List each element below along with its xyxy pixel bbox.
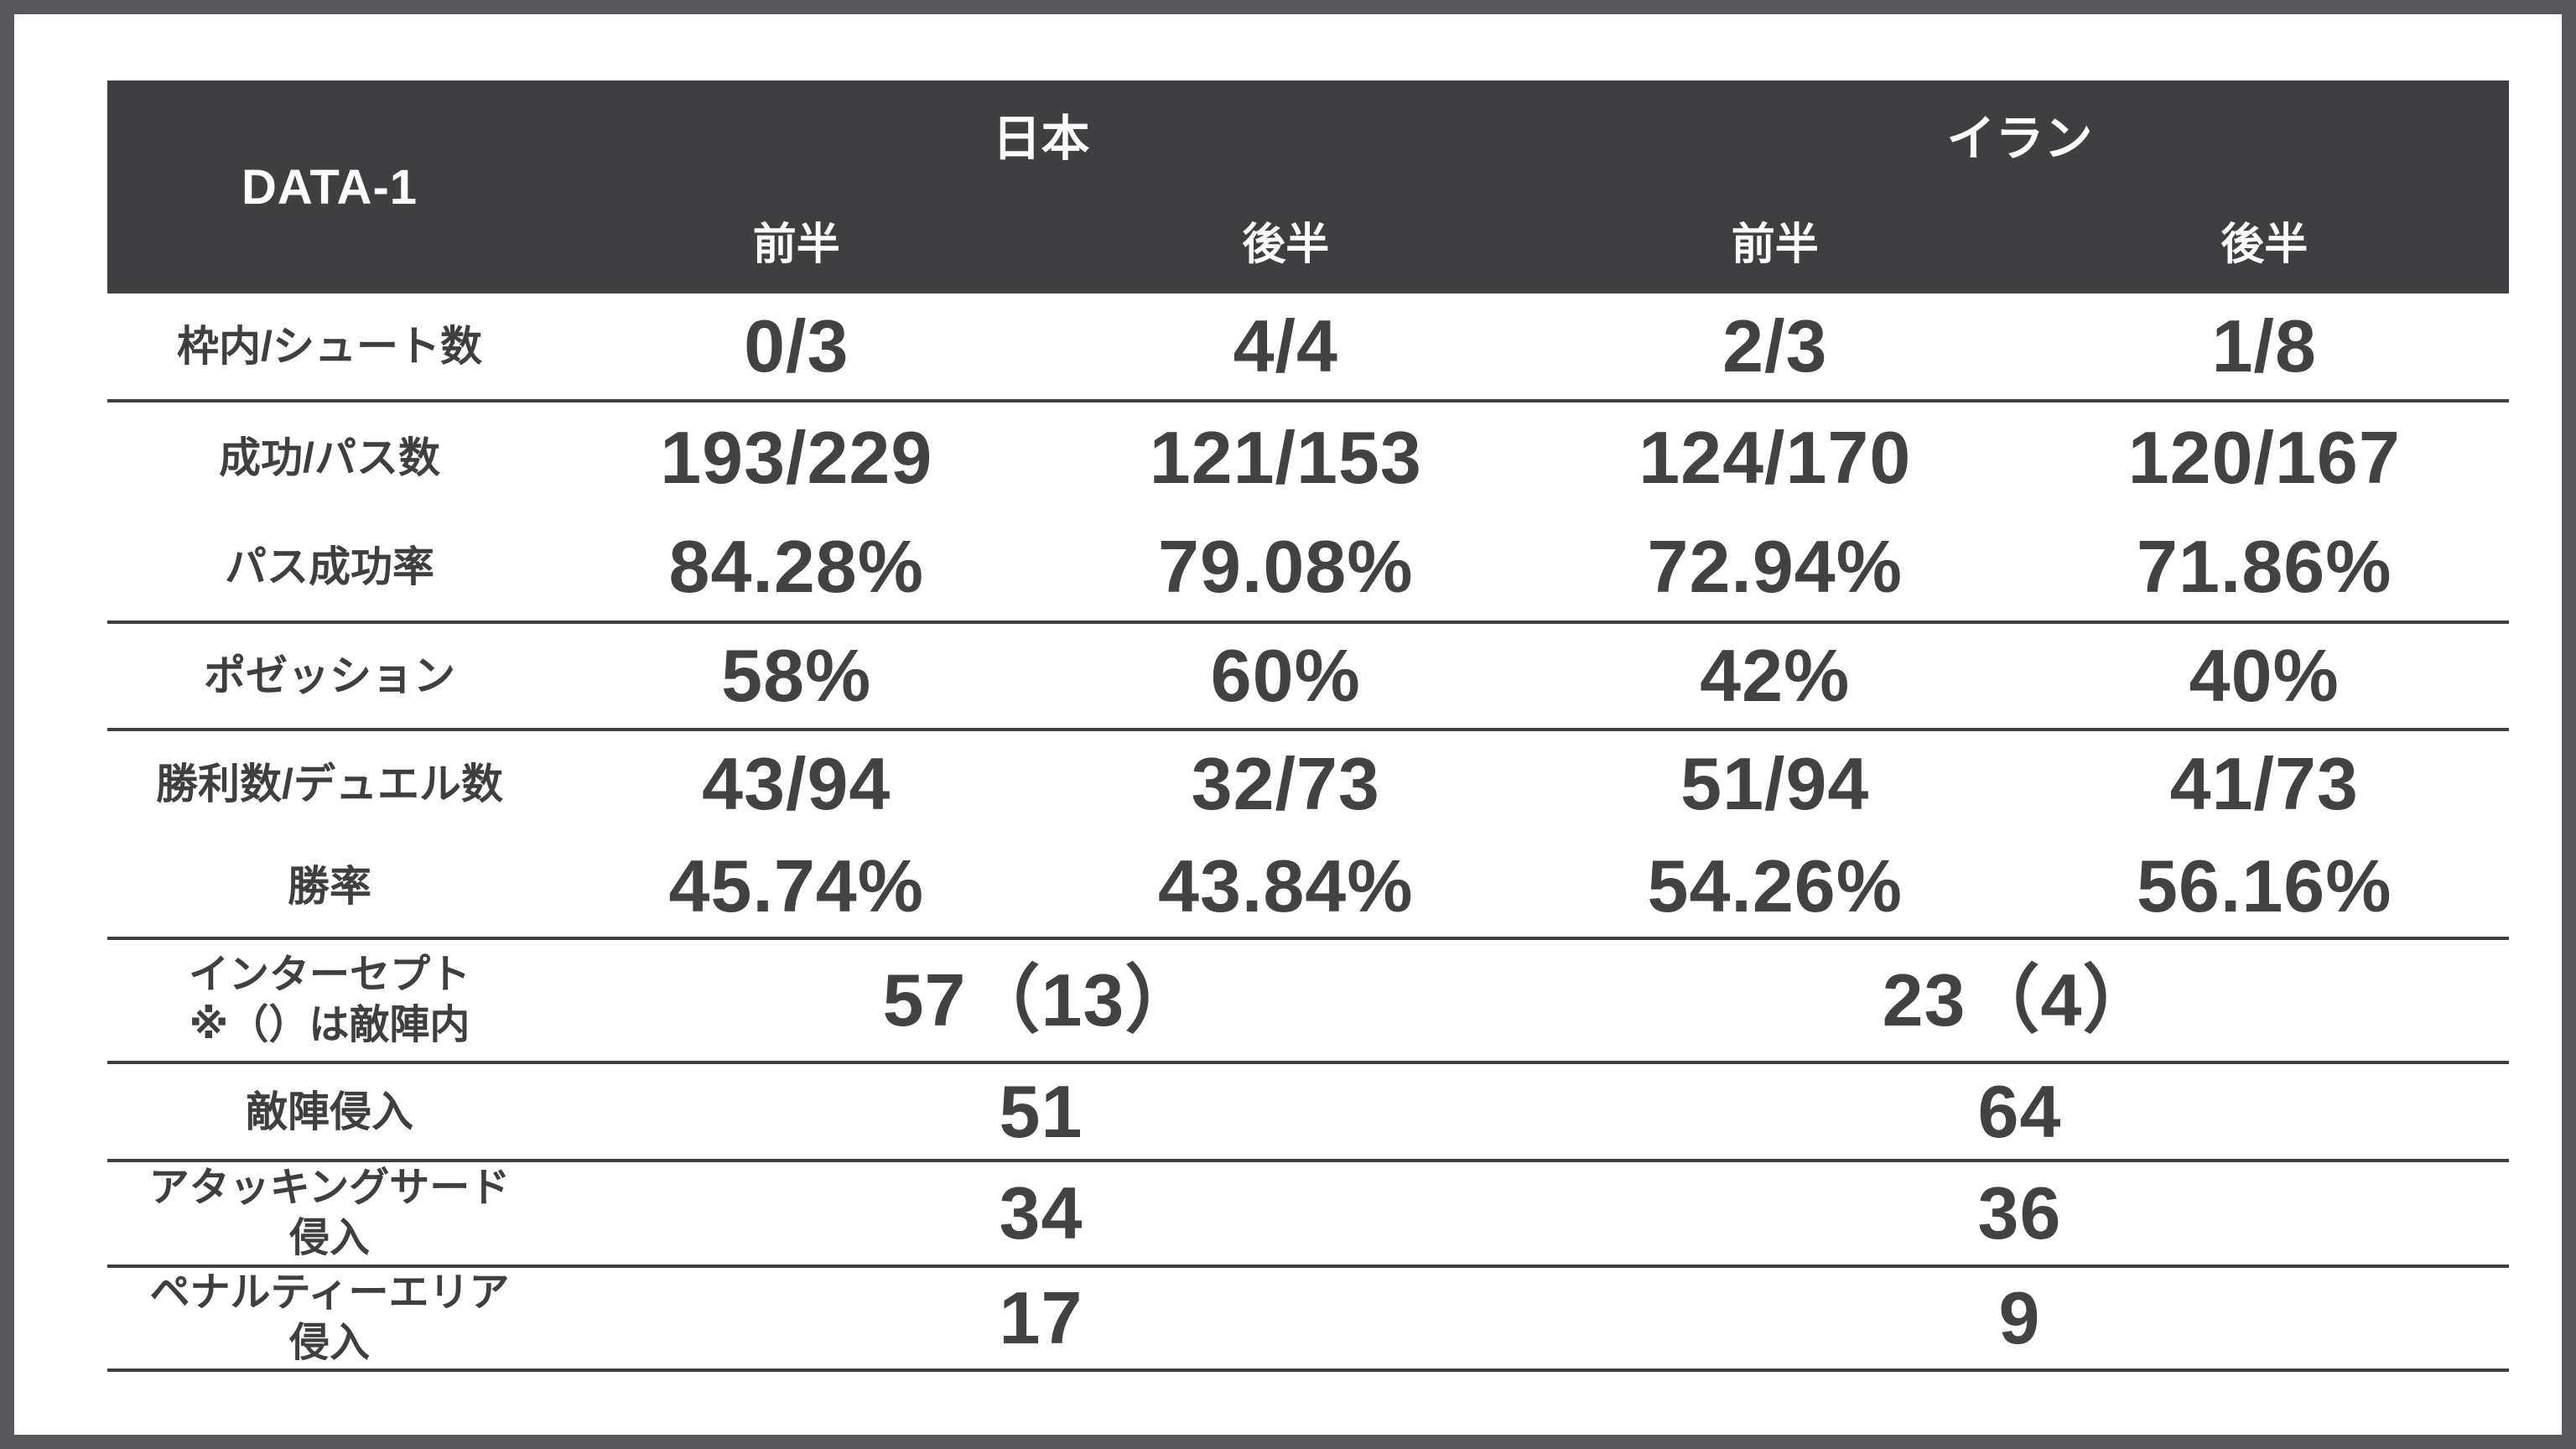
value-pass-rate-japan-first: 84.28%: [668, 525, 924, 608]
value-passes-japan-second: 121/153: [1149, 416, 1422, 499]
row-label-attacking-third-line2: 侵入: [288, 1216, 370, 1260]
value-shots-iran-second: 1/8: [2211, 304, 2317, 387]
table-row-possession: ポゼッション 58% 60% 42% 40%: [107, 624, 2509, 731]
row-label-penalty-area-line1: ペナルティーエリア: [149, 1270, 510, 1315]
value-intercepts-iran: 23（4）: [1882, 958, 2158, 1041]
row-label-attacking-third-entries: アタッキングサード 侵入: [107, 1163, 552, 1264]
row-label-attacking-third-line1: アタッキングサード: [148, 1166, 511, 1210]
value-passes-japan-first: 193/229: [660, 416, 933, 499]
table-header: DATA-1 日本 イラン 前半 後半 前半 後半: [107, 80, 2509, 293]
value-passes-iran-first: 124/170: [1639, 416, 1912, 499]
subheader-japan-second-half: 後半: [1242, 221, 1330, 269]
value-duel-rate-iran-second: 56.16%: [2137, 844, 2392, 927]
value-passes-iran-second: 120/167: [2127, 416, 2401, 499]
table-row-intercepts: インターセプト ※（）は敵陣内 57（13） 23（4）: [107, 940, 2509, 1064]
table-row-passes: 成功/パス数 193/229 121/153 124/170 120/167: [107, 402, 2509, 513]
row-label-shots: 枠内/シュート数: [177, 323, 482, 370]
row-label-intercepts: インターセプト ※（）は敵陣内: [107, 950, 552, 1051]
value-duels-japan-first: 43/94: [702, 741, 891, 825]
subheader-iran-second-half: 後半: [2220, 221, 2309, 269]
value-possession-japan-first: 58%: [721, 634, 872, 717]
value-opponent-half-entries-japan: 51: [999, 1069, 1083, 1153]
corner-title: DATA-1: [241, 159, 418, 215]
row-label-penalty-area-line2: 侵入: [288, 1321, 370, 1365]
row-label-passes: 成功/パス数: [219, 434, 440, 481]
value-intercepts-japan: 57（13）: [882, 958, 1200, 1041]
value-duel-rate-japan-first: 45.74%: [668, 844, 924, 927]
value-duels-iran-second: 41/73: [2169, 741, 2359, 825]
value-duel-rate-japan-second: 43.84%: [1158, 844, 1414, 927]
table-row-pass-rate: パス成功率 84.28% 79.08% 72.94% 71.86%: [107, 513, 2509, 624]
row-label-duels: 勝利数/デュエル数: [156, 760, 503, 808]
value-penalty-area-iran: 9: [1998, 1276, 2041, 1359]
subheader-japan-first-half: 前半: [752, 221, 840, 269]
table-row-shots: 枠内/シュート数 0/3 4/4 2/3 1/8: [107, 293, 2509, 402]
value-pass-rate-iran-second: 71.86%: [2137, 525, 2392, 608]
team-header-iran: イラン: [1946, 111, 2093, 166]
subheader-iran-first-half: 前半: [1731, 221, 1819, 269]
row-label-intercepts-line1: インターセプト: [188, 953, 470, 997]
value-possession-iran-second: 40%: [2189, 634, 2340, 717]
value-possession-iran-first: 42%: [1700, 634, 1851, 717]
stats-table: DATA-1 日本 イラン 前半 後半 前半 後半 枠内/シュート数 0/3 4…: [107, 80, 2509, 1372]
table-row-duels: 勝利数/デュエル数 43/94 32/73 51/94 41/73: [107, 731, 2509, 836]
table-row-attacking-third-entries: アタッキングサード 侵入 34 36: [107, 1162, 2509, 1268]
value-shots-japan-first: 0/3: [744, 304, 849, 387]
value-shots-japan-second: 4/4: [1233, 304, 1338, 387]
value-duels-japan-second: 32/73: [1191, 741, 1380, 825]
table-row-penalty-area-entries: ペナルティーエリア 侵入 17 9: [107, 1268, 2509, 1372]
value-attacking-third-japan: 34: [999, 1171, 1083, 1254]
value-penalty-area-japan: 17: [999, 1276, 1083, 1359]
value-pass-rate-japan-second: 79.08%: [1158, 525, 1414, 608]
value-duels-iran-first: 51/94: [1680, 741, 1870, 825]
row-label-possession: ポゼッション: [204, 652, 455, 699]
value-possession-japan-second: 60%: [1210, 634, 1361, 717]
value-pass-rate-iran-first: 72.94%: [1647, 525, 1903, 608]
value-attacking-third-iran: 36: [1977, 1171, 2062, 1254]
table-row-opponent-half-entries: 敵陣侵入 51 64: [107, 1064, 2509, 1162]
team-header-japan: 日本: [992, 111, 1090, 166]
row-label-intercepts-line2: ※（）は敵陣内: [189, 1003, 470, 1047]
value-opponent-half-entries-iran: 64: [1977, 1069, 2062, 1153]
table-row-duel-rate: 勝率 45.74% 43.84% 54.26% 56.16%: [107, 836, 2509, 940]
row-label-duel-rate: 勝率: [288, 863, 371, 910]
row-label-pass-rate: パス成功率: [225, 543, 434, 590]
value-duel-rate-iran-first: 54.26%: [1647, 844, 1903, 927]
row-label-opponent-half-entries: 敵陣侵入: [246, 1088, 413, 1135]
row-label-penalty-area-entries: ペナルティーエリア 侵入: [107, 1268, 552, 1368]
value-shots-iran-first: 2/3: [1722, 304, 1828, 387]
